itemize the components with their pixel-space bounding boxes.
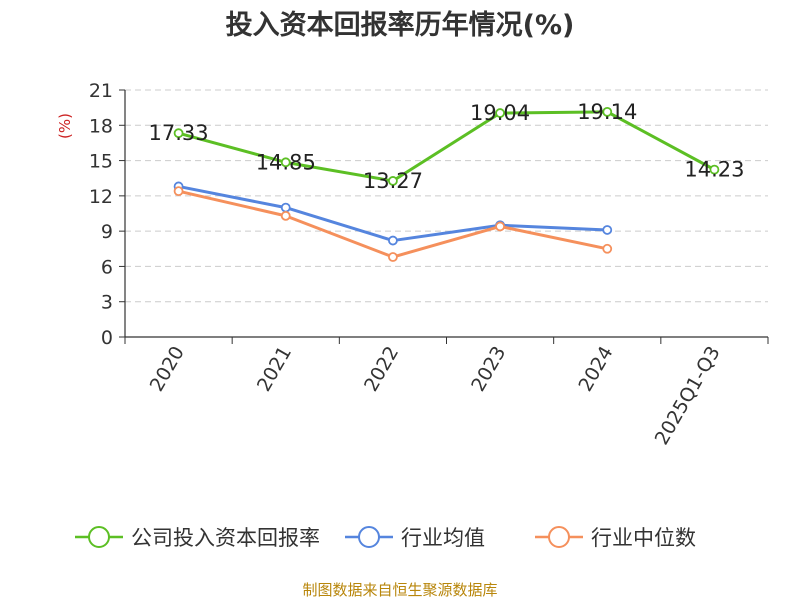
series-layer [173,106,720,262]
data-point [709,164,720,175]
x-tick-label: 2022 [360,343,403,396]
y-tick-label: 6 [101,256,113,278]
data-label: 14.85 [256,150,316,174]
x-tick-label: 2024 [574,343,617,396]
y-tick-label: 21 [89,80,113,102]
legend-swatch-marker [548,526,570,548]
data-point [602,106,613,117]
y-tick-label: 18 [89,115,113,137]
legend-label: 行业中位数 [591,526,696,550]
data-point [495,108,505,118]
series-line [178,184,608,243]
y-tick-label: 3 [101,292,113,314]
legend-label: 行业均值 [401,526,485,550]
data-point [173,128,184,139]
x-tick-label: 2021 [253,343,296,396]
data-point [280,202,291,213]
y-tick-label: 15 [89,151,113,173]
x-tick-label: 2023 [467,343,510,396]
data-point [280,210,291,221]
y-axis-unit-label: (%) [56,113,74,139]
y-tick-label: 0 [101,327,113,349]
legend-swatch-marker [88,526,110,548]
legend-item: 行业均值 [345,526,485,550]
data-point [173,186,184,197]
data-label: 14.23 [684,158,744,182]
legend-label: 公司投入资本回报率 [131,526,320,550]
x-tick-label: 2025Q1-Q3 [651,343,725,449]
series-2 [173,186,613,262]
source-note: 制图数据来自恒生聚源数据库 [302,581,497,599]
chart-title: 投入资本回报率历年情况(%) [226,9,575,41]
data-point [388,252,398,262]
legend: 公司投入资本回报率 行业均值 行业中位数 [75,526,696,550]
data-point [388,235,398,246]
legend-item: 公司投入资本回报率 [75,526,320,550]
series-line [178,189,608,259]
y-tick-label: 12 [89,186,113,208]
data-point [602,243,613,254]
data-point [280,157,291,168]
series-0 [173,106,720,186]
data-label: 17.33 [149,121,209,145]
legend-item: 行业中位数 [535,526,696,550]
data-point [602,225,613,235]
data-label: 13.27 [363,169,423,193]
legend-swatch-marker [358,526,380,548]
data-label-layer: 17.33 14.85 13.27 19.04 19.14 14.23 [149,100,745,193]
data-label: 19.04 [470,101,530,125]
series-line [178,110,716,183]
data-point [388,176,398,186]
y-tick-label: 9 [101,221,113,243]
data-label: 19.14 [577,100,637,124]
data-point [495,221,505,232]
grid-layer [125,89,768,303]
x-tick-label: 2020 [146,343,189,396]
